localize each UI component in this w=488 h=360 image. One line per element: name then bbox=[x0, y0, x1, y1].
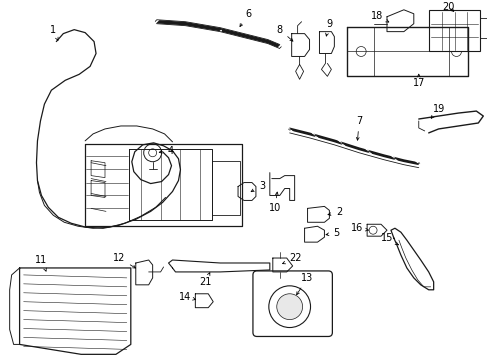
Circle shape bbox=[143, 144, 161, 162]
Text: 18: 18 bbox=[370, 11, 388, 22]
Circle shape bbox=[268, 286, 310, 328]
Text: 14: 14 bbox=[179, 292, 195, 302]
Text: 8: 8 bbox=[276, 24, 292, 41]
Text: 19: 19 bbox=[430, 104, 444, 118]
Text: 17: 17 bbox=[412, 74, 424, 88]
Circle shape bbox=[355, 46, 366, 57]
FancyBboxPatch shape bbox=[252, 271, 332, 337]
Bar bbox=[428, 10, 479, 51]
Text: 15: 15 bbox=[380, 233, 398, 245]
Text: 3: 3 bbox=[251, 180, 264, 192]
Circle shape bbox=[148, 149, 156, 157]
Text: 21: 21 bbox=[199, 273, 211, 287]
Text: 10: 10 bbox=[268, 192, 280, 213]
Text: 12: 12 bbox=[112, 253, 135, 268]
Text: 11: 11 bbox=[35, 255, 47, 271]
Text: 1: 1 bbox=[50, 24, 58, 40]
Text: 20: 20 bbox=[442, 2, 454, 12]
Text: 16: 16 bbox=[350, 223, 368, 233]
Text: 2: 2 bbox=[327, 207, 342, 217]
Circle shape bbox=[368, 226, 376, 234]
Text: 13: 13 bbox=[296, 273, 313, 295]
Text: 9: 9 bbox=[325, 19, 332, 36]
Text: 5: 5 bbox=[325, 228, 339, 238]
Text: 6: 6 bbox=[240, 9, 250, 27]
Text: 22: 22 bbox=[282, 253, 301, 264]
Text: 7: 7 bbox=[355, 116, 362, 140]
Circle shape bbox=[276, 294, 302, 320]
Text: 4: 4 bbox=[159, 146, 173, 156]
Circle shape bbox=[450, 46, 461, 57]
